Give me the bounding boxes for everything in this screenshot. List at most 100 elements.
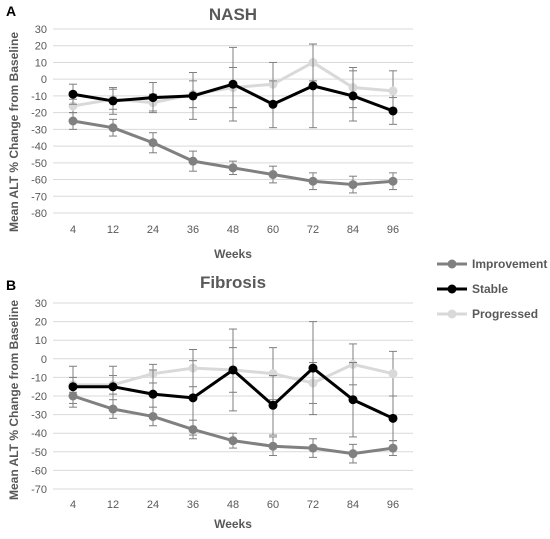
nash-y-tick-label: -40 [31, 141, 47, 153]
nash-improvement-series [68, 112, 398, 194]
fibrosis-stable-point [148, 389, 158, 399]
nash-stable-point [148, 93, 158, 103]
fibrosis-x-tick-label: 72 [307, 499, 319, 511]
nash-y-tick-label: -30 [31, 124, 47, 136]
nash-stable-point [188, 91, 198, 101]
nash-y-tick-label: 0 [41, 74, 47, 86]
nash-stable-point [228, 79, 238, 89]
legend: Improvement Stable Progressed [437, 257, 547, 321]
fibrosis-x-tick-label: 4 [70, 499, 76, 511]
nash-y-tick-label: -60 [31, 175, 47, 187]
fibrosis-y-tick-label: -20 [31, 391, 47, 403]
nash-improvement-point [108, 123, 118, 133]
legend-marker-improvement [447, 259, 457, 269]
nash-progressed-point [68, 101, 78, 111]
fibrosis-y-tick-label: 10 [35, 335, 47, 347]
nash-stable-point [68, 89, 78, 99]
fibrosis-y-tick-label: 20 [35, 317, 47, 329]
panel-a-ylabel: Mean ALT % Change from Baseline [7, 32, 21, 232]
nash-y-tick-label: -50 [31, 158, 47, 170]
fibrosis-stable-point [268, 400, 278, 410]
panel-a-xlabel: Weeks [214, 247, 252, 261]
legend-marker-stable [447, 284, 457, 294]
fibrosis-x-tick-label: 84 [347, 499, 359, 511]
panel-b-letter: B [6, 277, 16, 293]
fibrosis-y-tick-label: -50 [31, 447, 47, 459]
fibrosis-y-tick-label: -70 [31, 484, 47, 496]
fibrosis-x-tick-label: 96 [387, 499, 399, 511]
fibrosis-x-tick-label: 48 [227, 499, 239, 511]
nash-y-tick-label: -10 [31, 91, 47, 103]
nash-y-tick-label: -20 [31, 108, 47, 120]
fibrosis-x-tick-label: 60 [267, 499, 279, 511]
nash-stable-point [268, 99, 278, 109]
fibrosis-y-tick-label: -10 [31, 372, 47, 384]
nash-improvement-point [348, 180, 358, 190]
nash-x-tick-label: 12 [107, 224, 119, 236]
fibrosis-stable-point [108, 382, 118, 392]
fibrosis-x-tick-label: 24 [147, 499, 159, 511]
nash-y-tick-label: -70 [31, 191, 47, 203]
nash-x-tick-label: 48 [227, 224, 239, 236]
fibrosis-stable-point [188, 393, 198, 403]
fibrosis-y-tick-label: -30 [31, 410, 47, 422]
panel-b-title: Fibrosis [200, 273, 266, 292]
nash-x-tick-label: 72 [307, 224, 319, 236]
nash-improvement-point [388, 176, 398, 186]
fibrosis-stable-point [308, 363, 318, 373]
fibrosis-x-tick-label: 12 [107, 499, 119, 511]
fibrosis-x-tick-label: 36 [187, 499, 199, 511]
nash-improvement-point [228, 163, 238, 173]
fibrosis-improvement-point [348, 449, 358, 459]
nash-x-tick-label: 96 [387, 224, 399, 236]
fibrosis-stable-series [68, 321, 398, 442]
nash-y-tick-label: -80 [31, 208, 47, 220]
fibrosis-y-tick-label: -40 [31, 428, 47, 440]
fibrosis-stable-point [228, 365, 238, 375]
nash-improvement-point [268, 170, 278, 180]
fibrosis-stable-point [388, 413, 398, 423]
nash-improvement-point [148, 138, 158, 148]
panel-b-xlabel: Weeks [214, 517, 252, 531]
nash-x-tick-label: 84 [347, 224, 359, 236]
nash-improvement-point [68, 116, 78, 126]
nash-stable-point [348, 91, 358, 101]
nash-progressed-point [388, 86, 398, 96]
nash-improvement-line [72, 119, 394, 187]
fibrosis-improvement-point [388, 443, 398, 453]
fibrosis-stable-point [68, 382, 78, 392]
legend-label-progressed: Progressed [472, 307, 538, 321]
nash-stable-series [68, 43, 398, 129]
nash-y-tick-label: 30 [35, 24, 47, 36]
panel-a-plot: 30 20 10 0 -10 -20 -30 -40 -50 -60 -70 -80 4 12 24 36 48… [31, 24, 413, 236]
fibrosis-y-tick-label: 0 [41, 354, 47, 366]
fibrosis-improvement-point [308, 443, 318, 453]
nash-x-tick-label: 4 [70, 224, 76, 236]
nash-x-tick-label: 36 [187, 224, 199, 236]
nash-stable-point [308, 81, 318, 91]
panel-a-title: NASH [209, 5, 257, 24]
panel-a-letter: A [6, 3, 16, 19]
panel-b-ylabel: Mean ALT % Change from Baseline [7, 300, 21, 500]
legend-item-stable: Stable [437, 282, 508, 296]
nash-y-tick-label: 20 [35, 41, 47, 53]
fibrosis-progressed-point [388, 369, 398, 379]
fibrosis-y-tick-label: -60 [31, 465, 47, 477]
fibrosis-improvement-point [268, 441, 278, 451]
legend-item-progressed: Progressed [437, 307, 538, 321]
nash-stable-point [388, 106, 398, 116]
fibrosis-stable-point [348, 395, 358, 405]
legend-label-improvement: Improvement [472, 257, 547, 271]
legend-label-stable: Stable [472, 282, 508, 296]
nash-stable-point [108, 96, 118, 106]
nash-y-tick-label: 10 [35, 57, 47, 69]
fibrosis-improvement-point [228, 436, 238, 446]
nash-improvement-point [308, 176, 318, 186]
legend-item-improvement: Improvement [437, 257, 547, 271]
fibrosis-y-tick-label: 30 [35, 298, 47, 310]
legend-marker-progressed [447, 309, 457, 319]
nash-improvement-point [188, 156, 198, 166]
nash-x-tick-label: 24 [147, 224, 159, 236]
